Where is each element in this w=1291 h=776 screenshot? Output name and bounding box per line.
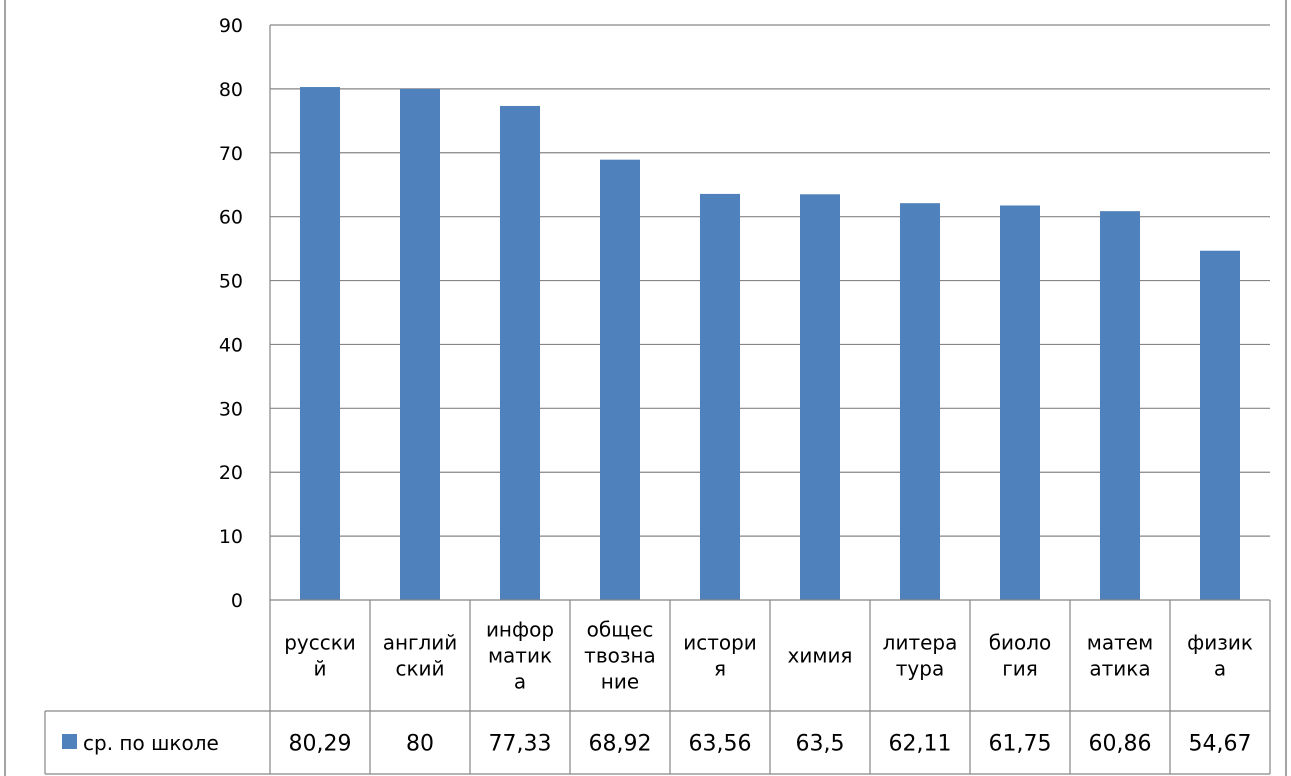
- x-tick-label: литера тура: [883, 631, 958, 681]
- data-label: 63,5: [796, 732, 845, 757]
- x-tick-label: англий ский: [383, 631, 458, 681]
- data-label: 54,67: [1189, 732, 1252, 757]
- data-label: 61,75: [989, 732, 1052, 757]
- bars: [300, 87, 1240, 601]
- bar: [800, 194, 840, 601]
- bar: [1100, 211, 1140, 600]
- data-label: 80: [406, 732, 434, 757]
- bar: [1200, 250, 1240, 600]
- x-tick-label: инфор матик а: [486, 618, 554, 694]
- data-label: 62,11: [889, 732, 952, 757]
- y-tick-label: 10: [219, 526, 243, 548]
- x-tick-label: общес твозна ние: [584, 618, 656, 694]
- y-tick-label: 30: [219, 398, 243, 420]
- y-tick-label: 20: [219, 462, 243, 484]
- y-axis-ticks: 0 10 20 30 40 50 60 70 80 90: [219, 15, 243, 612]
- y-tick-label: 90: [219, 15, 243, 37]
- bar: [400, 88, 440, 600]
- data-label: 68,92: [589, 732, 652, 757]
- legend-label: ср. по школе: [83, 731, 219, 755]
- bar: [900, 203, 940, 601]
- bar: [700, 193, 740, 600]
- y-tick-label: 70: [219, 143, 243, 165]
- data-table: русски й англий ский инфор матик а общес твозна н…: [44, 599, 1271, 775]
- y-tick-label: 40: [219, 334, 243, 356]
- y-tick-label: 60: [219, 207, 243, 229]
- bar: [300, 87, 340, 600]
- x-tick-label: биоло гия: [989, 631, 1052, 681]
- x-tick-label: истори я: [683, 631, 757, 681]
- data-label: 60,86: [1089, 732, 1152, 757]
- y-tick-label: 0: [231, 590, 243, 612]
- data-label: 77,33: [489, 732, 552, 757]
- bar: [600, 159, 640, 600]
- data-label: 63,56: [689, 732, 752, 757]
- x-tick-label: физик а: [1187, 631, 1253, 681]
- y-tick-label: 80: [219, 79, 243, 101]
- y-tick-label: 50: [219, 271, 243, 293]
- bar: [1000, 205, 1040, 600]
- x-tick-label: матем атика: [1087, 631, 1153, 681]
- bar: [500, 105, 540, 601]
- x-tick-label: химия: [788, 644, 853, 668]
- data-label: 80,29: [289, 732, 352, 757]
- x-tick-label: русски й: [284, 631, 356, 681]
- legend-swatch: [62, 734, 77, 749]
